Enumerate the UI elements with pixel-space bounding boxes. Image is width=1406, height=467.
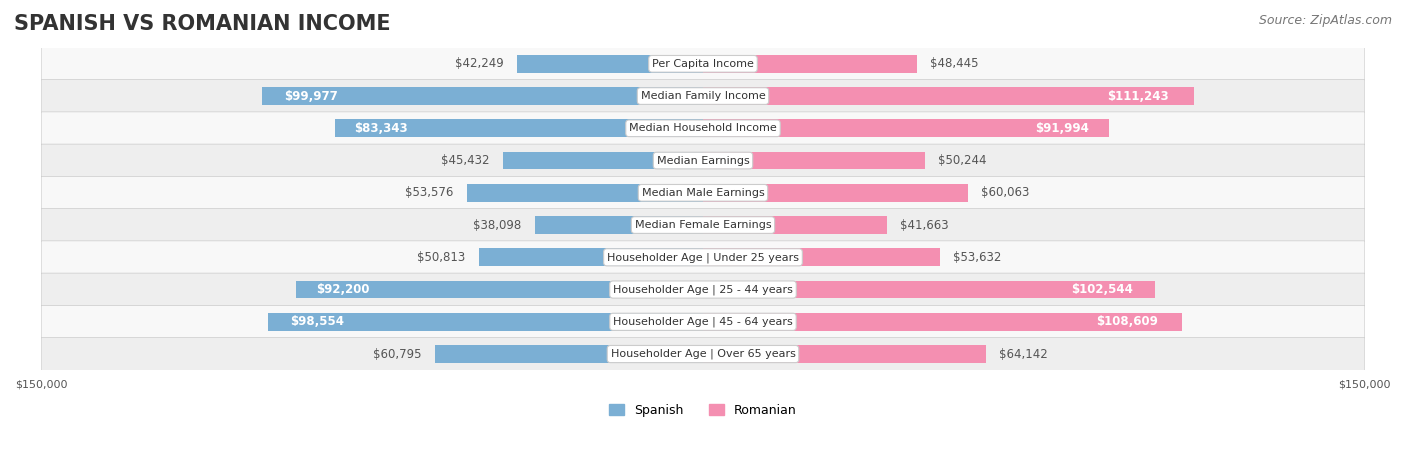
Bar [502,152,703,170]
Text: $92,200: $92,200 [316,283,370,296]
Text: $45,432: $45,432 [441,154,489,167]
FancyBboxPatch shape [41,241,1365,274]
Text: $60,795: $60,795 [373,347,422,361]
Text: $38,098: $38,098 [474,219,522,232]
Text: $64,142: $64,142 [1000,347,1047,361]
Bar [703,55,917,73]
Bar [467,184,703,202]
Text: $108,609: $108,609 [1097,315,1159,328]
Text: $53,632: $53,632 [953,251,1001,264]
Text: $98,554: $98,554 [290,315,344,328]
Text: Median Earnings: Median Earnings [657,156,749,166]
Text: Per Capita Income: Per Capita Income [652,59,754,69]
Text: SPANISH VS ROMANIAN INCOME: SPANISH VS ROMANIAN INCOME [14,14,391,34]
FancyBboxPatch shape [41,144,1365,177]
Text: $50,244: $50,244 [938,154,987,167]
Bar [703,313,1182,331]
Text: Householder Age | 45 - 64 years: Householder Age | 45 - 64 years [613,317,793,327]
Text: $53,576: $53,576 [405,186,453,199]
Text: Median Household Income: Median Household Income [628,123,778,133]
Text: $111,243: $111,243 [1108,90,1170,103]
Bar [703,216,887,234]
Bar [335,120,703,137]
Text: $83,343: $83,343 [354,122,408,135]
Text: Median Family Income: Median Family Income [641,91,765,101]
Bar [434,345,703,363]
Text: $99,977: $99,977 [284,90,337,103]
FancyBboxPatch shape [41,209,1365,241]
Bar [269,313,703,331]
Bar [534,216,703,234]
Text: Source: ZipAtlas.com: Source: ZipAtlas.com [1258,14,1392,27]
FancyBboxPatch shape [41,305,1365,338]
Text: $91,994: $91,994 [1035,122,1088,135]
FancyBboxPatch shape [41,177,1365,209]
Bar [703,184,967,202]
Text: Median Male Earnings: Median Male Earnings [641,188,765,198]
Bar [703,87,1194,105]
FancyBboxPatch shape [41,273,1365,306]
Text: $60,063: $60,063 [981,186,1029,199]
Text: $42,249: $42,249 [454,57,503,71]
Bar [516,55,703,73]
Bar [703,281,1156,298]
Text: $50,813: $50,813 [418,251,465,264]
Text: Householder Age | Under 25 years: Householder Age | Under 25 years [607,252,799,262]
Text: Householder Age | 25 - 44 years: Householder Age | 25 - 44 years [613,284,793,295]
Bar [262,87,703,105]
Bar [703,345,986,363]
FancyBboxPatch shape [41,79,1365,113]
Bar [703,152,925,170]
Legend: Spanish, Romanian: Spanish, Romanian [605,399,801,422]
Text: $48,445: $48,445 [929,57,979,71]
FancyBboxPatch shape [41,47,1365,80]
Bar [703,120,1109,137]
Bar [703,248,939,266]
FancyBboxPatch shape [41,338,1365,370]
Text: Householder Age | Over 65 years: Householder Age | Over 65 years [610,349,796,359]
Bar [297,281,703,298]
Text: $102,544: $102,544 [1071,283,1133,296]
Bar [479,248,703,266]
FancyBboxPatch shape [41,112,1365,145]
Text: $41,663: $41,663 [900,219,949,232]
Text: Median Female Earnings: Median Female Earnings [634,220,772,230]
